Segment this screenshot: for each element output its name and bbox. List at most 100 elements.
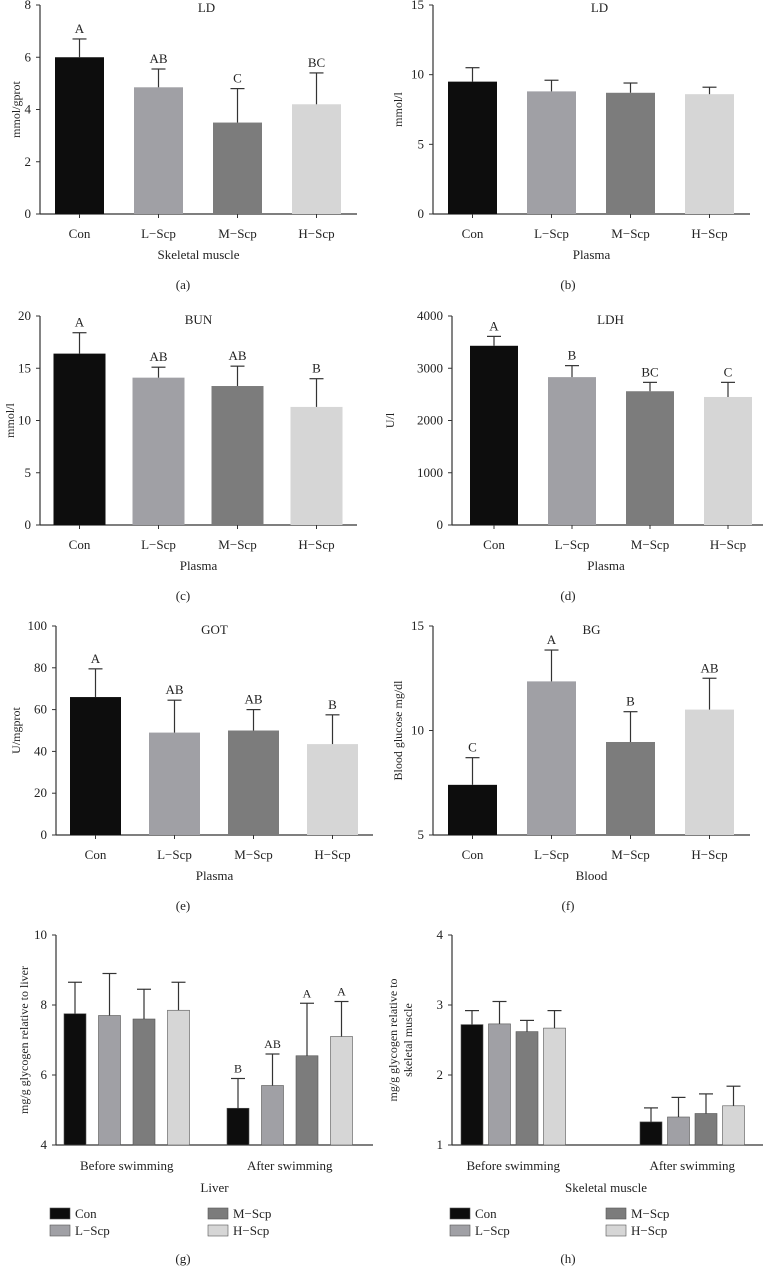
significance-label: AB <box>264 1037 281 1051</box>
y-axis-label: mmol/gprot <box>9 81 23 138</box>
x-tick-label: Con <box>462 226 484 241</box>
bar <box>543 1027 566 1146</box>
significance-label: AB <box>244 692 262 707</box>
y-tick-label: 20 <box>34 785 47 800</box>
chart-5: 0 20 40 60 80 100 U/mgprot GOT Plasma (e) A Con AB L−… <box>9 618 373 913</box>
panel-label: (a) <box>176 277 190 292</box>
legend-label: L−Scp <box>475 1223 510 1238</box>
y-tick-label: 4 <box>41 1137 48 1152</box>
legend-swatch <box>449 1207 471 1220</box>
y-axis-label: mmol/l <box>391 92 405 127</box>
bar <box>228 730 279 835</box>
significance-label: B <box>328 697 337 712</box>
significance-label: C <box>233 71 242 86</box>
panel-label: (d) <box>560 588 575 603</box>
significance-label: A <box>337 985 346 999</box>
bar <box>63 1013 87 1146</box>
y-tick-label: 4 <box>25 102 32 117</box>
y-tick-label: 6 <box>41 1067 48 1082</box>
bar <box>548 377 596 525</box>
bar <box>448 81 497 214</box>
y-tick-label: 2 <box>25 154 32 169</box>
bar <box>149 732 200 835</box>
significance-label: B <box>626 694 635 709</box>
significance-label: BC <box>641 364 658 379</box>
bar <box>460 1024 484 1146</box>
bar <box>290 406 343 525</box>
x-tick-label: L−Scp <box>141 226 176 241</box>
y-tick-label: 0 <box>437 517 444 532</box>
bar <box>132 1018 156 1146</box>
legend-swatch <box>207 1207 229 1220</box>
legend-swatch <box>605 1207 627 1220</box>
x-tick-label: L−Scp <box>534 847 569 862</box>
legend-label: Con <box>475 1206 497 1221</box>
y-tick-label: 1 <box>437 1137 444 1152</box>
y-axis-label: mg/g glycogen relative to liver <box>17 966 31 1114</box>
x-tick-label: M−Scp <box>631 537 669 552</box>
x-tick-label: H−Scp <box>298 537 334 552</box>
significance-label: A <box>75 21 85 36</box>
y-tick-label: 4000 <box>417 308 443 323</box>
y-axis-label: mg/g glycogen relative to <box>386 979 400 1102</box>
y-axis-label: Blood glucose mg/dl <box>391 680 405 781</box>
chart-title: LD <box>198 0 215 15</box>
legend-swatch <box>49 1207 71 1220</box>
y-tick-label: 40 <box>34 743 47 758</box>
legend-swatch <box>207 1224 229 1237</box>
y-tick-label: 15 <box>411 618 424 633</box>
x-tick-label: L−Scp <box>534 226 569 241</box>
bar <box>53 353 106 525</box>
y-tick-label: 1000 <box>417 465 443 480</box>
y-tick-label: 15 <box>411 0 424 12</box>
legend-label: Con <box>75 1206 97 1221</box>
significance-label: A <box>547 632 557 647</box>
significance-label: A <box>91 651 101 666</box>
y-axis-label: mmol/l <box>3 403 17 438</box>
y-tick-label: 3000 <box>417 360 443 375</box>
panel-label: (f) <box>562 898 575 913</box>
chart-7: 4 6 8 10 mg/g glycogen relative to liver Live… <box>17 927 373 1266</box>
bar <box>55 57 104 214</box>
x-tick-label: M−Scp <box>611 847 649 862</box>
bar <box>626 391 674 525</box>
y-axis-label: skeletal muscle <box>401 1003 415 1077</box>
bar <box>722 1105 745 1146</box>
y-tick-label: 5 <box>25 465 32 480</box>
x-tick-label: Before swimming <box>80 1158 174 1173</box>
legend: Con L−Scp M−Scp H−Scp <box>449 1206 669 1238</box>
x-tick-label: Con <box>69 537 91 552</box>
x-tick-label: M−Scp <box>611 226 649 241</box>
significance-label: A <box>75 315 85 330</box>
x-tick-label: M−Scp <box>218 226 256 241</box>
significance-label: BC <box>308 55 325 70</box>
x-axis-label: Liver <box>200 1180 229 1195</box>
x-tick-label: Con <box>85 847 107 862</box>
legend-label: M−Scp <box>233 1206 271 1221</box>
legend-swatch <box>449 1224 471 1237</box>
bar <box>515 1031 539 1146</box>
x-tick-label: H−Scp <box>691 226 727 241</box>
significance-label: B <box>568 348 577 363</box>
bar <box>330 1036 353 1146</box>
bar <box>527 681 576 835</box>
bar <box>639 1121 663 1146</box>
y-tick-label: 5 <box>418 136 425 151</box>
y-tick-label: 80 <box>34 660 47 675</box>
y-tick-label: 6 <box>25 49 32 64</box>
chart-title: BUN <box>185 312 213 327</box>
y-tick-label: 15 <box>18 360 31 375</box>
panel-label: (e) <box>176 898 190 913</box>
x-tick-label: L−Scp <box>555 537 590 552</box>
bar <box>694 1113 718 1146</box>
bar <box>132 377 185 525</box>
chart-6: 5 10 15 Blood glucose mg/dl BG Blood (f) C Con A L… <box>391 618 750 913</box>
bar <box>98 1015 121 1146</box>
x-tick-label: After swimming <box>649 1158 735 1173</box>
y-tick-label: 20 <box>18 308 31 323</box>
legend-swatch <box>605 1224 627 1237</box>
x-tick-label: L−Scp <box>141 537 176 552</box>
x-tick-label: Con <box>69 226 91 241</box>
panel-label: (g) <box>175 1251 190 1266</box>
legend-label: M−Scp <box>631 1206 669 1221</box>
